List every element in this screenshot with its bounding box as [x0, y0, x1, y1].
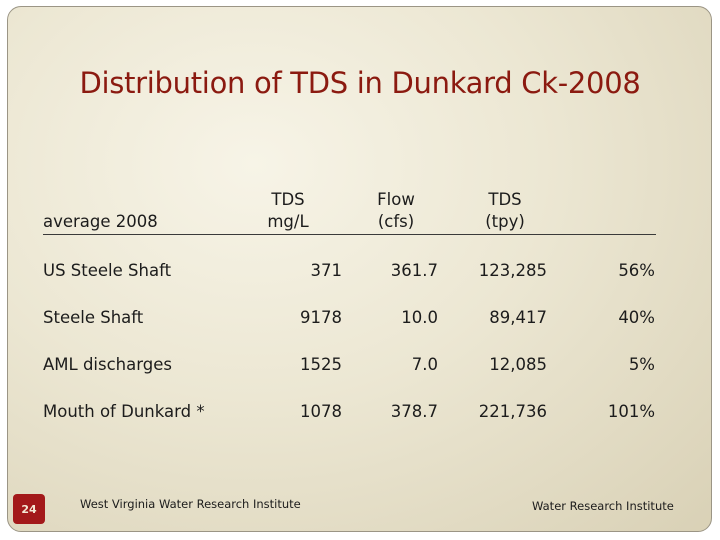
table-row-label: US Steele Shaft: [43, 261, 172, 280]
table-cell-percent: 101%: [607, 402, 655, 421]
table-cell-tds-tpy: 12,085: [489, 355, 547, 374]
table-row-label: Mouth of Dunkard *: [43, 402, 205, 421]
header-divider: [43, 234, 656, 235]
column-header-line: (tpy): [485, 212, 525, 231]
column-header-line: (cfs): [377, 212, 415, 231]
table-cell-tds-mgl: 1078: [300, 402, 342, 421]
table-cell-flow: 10.0: [401, 308, 438, 327]
column-header-tds-tpy: TDS (tpy): [465, 189, 545, 233]
table-cell-tds-tpy: 89,417: [489, 308, 547, 327]
table-cell-flow: 7.0: [411, 355, 438, 374]
table-cell-flow: 361.7: [390, 261, 438, 280]
column-header-flow: Flow (cfs): [356, 189, 436, 233]
column-header-line: Flow: [377, 190, 415, 209]
table-cell-tds-mgl: 371: [310, 261, 343, 280]
table-cell-tds-mgl: 1525: [300, 355, 342, 374]
table-cell-percent: 5%: [628, 355, 655, 374]
footer-right-text: Water Research Institute: [532, 499, 674, 513]
column-header-line: TDS: [488, 190, 522, 209]
column-header-line: TDS: [271, 190, 305, 209]
table-cell-tds-tpy: 221,736: [478, 402, 547, 421]
column-header-line: mg/L: [267, 212, 309, 231]
table-cell-flow: 378.7: [390, 402, 438, 421]
table-row-label: Steele Shaft: [43, 308, 144, 327]
table-row-label: AML discharges: [43, 355, 172, 374]
slide-title: Distribution of TDS in Dunkard Ck-2008: [79, 66, 641, 100]
column-header-tds-mgl: TDS mg/L: [248, 189, 328, 233]
slide-background: [7, 6, 712, 532]
row-header-label: average 2008: [43, 212, 158, 231]
table-cell-tds-tpy: 123,285: [478, 261, 547, 280]
table-cell-percent: 40%: [618, 308, 655, 327]
table-cell-tds-mgl: 9178: [300, 308, 342, 327]
page-number-badge: 24: [13, 494, 45, 524]
table-cell-percent: 56%: [618, 261, 655, 280]
footer-left-text: West Virginia Water Research Institute: [80, 497, 301, 511]
